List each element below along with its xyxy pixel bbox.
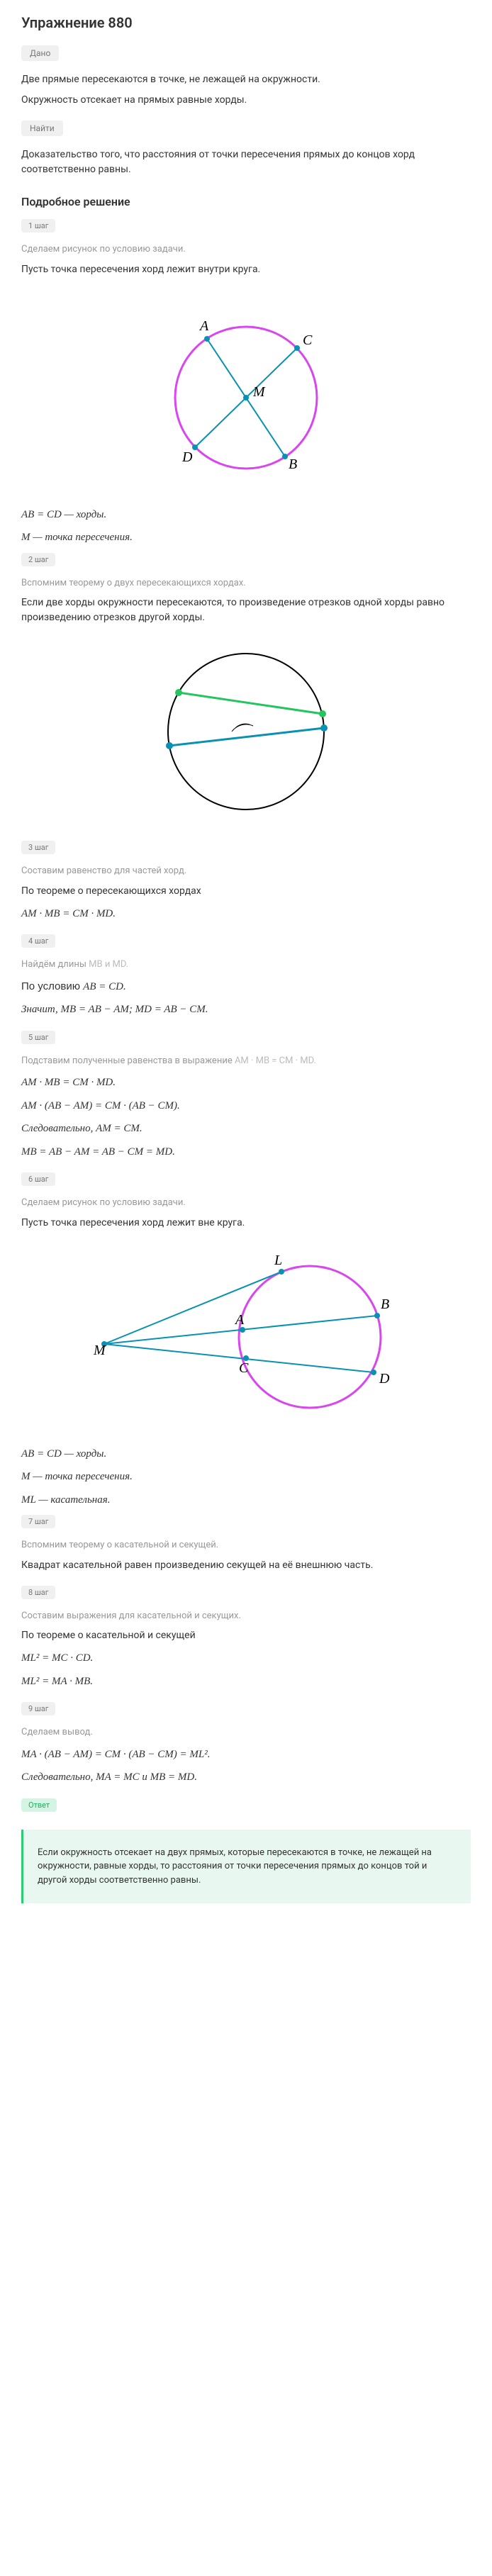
- given-badge: Дано: [21, 45, 59, 61]
- step-2: 2 шаг Вспомним теорему о двух пересекающ…: [21, 553, 471, 626]
- step-gray: Сделаем рисунок по условию задачи.: [21, 1196, 471, 1210]
- math-eq8: MA · (AB − AM) = CM · (AB − CM) = ML².: [21, 1747, 471, 1763]
- step-badge: 8 шаг: [21, 1586, 55, 1599]
- step-4: 4 шаг Найдём длины MB и MD. По условию A…: [21, 934, 471, 1018]
- step-badge: 5 шаг: [21, 1031, 55, 1044]
- find-badge: Найти: [21, 121, 63, 136]
- svg-text:D: D: [379, 1371, 390, 1387]
- step-7: 7 шаг Вспомним теорему о касательной и с…: [21, 1515, 471, 1573]
- exercise-title: Упражнение 880: [21, 14, 471, 31]
- given-section: Дано Две прямые пересекаются в точке, не…: [21, 45, 471, 108]
- step-text: По условию AB = CD.: [21, 979, 471, 995]
- find-section: Найти Доказательство того, что расстояни…: [21, 121, 471, 177]
- svg-text:D: D: [181, 449, 193, 465]
- given-line1: Две прямые пересекаются в точке, не лежа…: [21, 72, 471, 87]
- step-badge: 1 шаг: [21, 219, 55, 233]
- svg-text:B: B: [289, 457, 297, 472]
- step-1: 1 шаг Сделаем рисунок по условию задачи.…: [21, 219, 471, 277]
- math-eq6: ML² = MC · CD.: [21, 1650, 471, 1667]
- math-eq4: AM · (AB − AM) = CM · (AB − CM).: [21, 1098, 471, 1114]
- solution-title: Подробное решение: [21, 195, 471, 208]
- step-badge: 2 шаг: [21, 553, 55, 566]
- find-text: Доказательство того, что расстояния от т…: [21, 147, 471, 177]
- step-9: 9 шаг Сделаем вывод. MA · (AB − AM) = CM…: [21, 1702, 471, 1786]
- svg-text:A: A: [199, 318, 209, 334]
- step-text: Если две хорды окружности пересекаются, …: [21, 595, 471, 625]
- svg-text:L: L: [274, 1253, 282, 1268]
- step-8: 8 шаг Составим выражения для касательной…: [21, 1586, 471, 1690]
- figure-1: A C M D B: [21, 291, 471, 493]
- step-gray: Вспомним теорему о касательной и секущей…: [21, 1538, 471, 1552]
- given-line2: Окружность отсекает на прямых равные хор…: [21, 93, 471, 108]
- svg-text:A: A: [234, 1312, 245, 1328]
- step-gray: Составим равенство для частей хорд.: [21, 864, 471, 878]
- math-mpoint-2: M — точка пересечения.: [21, 1469, 471, 1485]
- step-text: Пусть точка пересечения хорд лежит вне к…: [21, 1216, 471, 1231]
- math-sled2: Следовательно, MA = MC и MB = MD.: [21, 1769, 471, 1786]
- step-text: Пусть точка пересечения хорд лежит внутр…: [21, 262, 471, 277]
- math-chords-1: AB = CD — хорды.: [21, 507, 471, 523]
- math-eq1: AM · MB = CM · MD.: [21, 906, 471, 922]
- math-eq5: MB = AB − AM = AB − CM = MD.: [21, 1144, 471, 1160]
- math-mpoint-1: M — точка пересечения.: [21, 530, 471, 546]
- math-sled1: Следовательно, AM = CM.: [21, 1121, 471, 1137]
- step-text: Квадрат касательной равен произведению с…: [21, 1558, 471, 1573]
- step-text: По теореме о пересекающихся хордах: [21, 884, 471, 899]
- step-badge: 9 шаг: [21, 1702, 55, 1715]
- svg-text:C: C: [239, 1360, 249, 1376]
- step-gray: Сделаем рисунок по условию задачи.: [21, 242, 471, 257]
- step-6: 6 шаг Сделаем рисунок по условию задачи.…: [21, 1172, 471, 1231]
- step-text: По теореме о касательной и секущей: [21, 1628, 471, 1643]
- answer-badge: Ответ: [21, 1798, 57, 1812]
- step-5: 5 шаг Подставим полученные равенства в в…: [21, 1031, 471, 1160]
- math-znach: Значит, MB = AB − AM; MD = AB − CM.: [21, 1002, 471, 1018]
- answer-text: Если окружность отсекает на двух прямых,…: [38, 1846, 457, 1888]
- figure-3: M L A B C D: [21, 1245, 471, 1432]
- math-eq3: AM · MB = CM · MD.: [21, 1075, 471, 1091]
- svg-text:M: M: [252, 384, 266, 400]
- svg-text:M: M: [93, 1343, 106, 1358]
- svg-text:B: B: [381, 1297, 389, 1312]
- step-badge: 4 шаг: [21, 934, 55, 948]
- step-badge: 7 шаг: [21, 1515, 55, 1528]
- step-gray: Вспомним теорему о двух пересекающихся х…: [21, 576, 471, 590]
- step-badge: 6 шаг: [21, 1172, 55, 1186]
- math-ml: ML — касательная.: [21, 1492, 471, 1508]
- step-gray: Подставим полученные равенства в выражен…: [21, 1054, 471, 1068]
- figure-2: [21, 639, 471, 827]
- step-3: 3 шаг Составим равенство для частей хорд…: [21, 841, 471, 922]
- step-gray: Составим выражения для касательной и сек…: [21, 1609, 471, 1623]
- step-gray: Найдём длины MB и MD.: [21, 958, 471, 972]
- step-gray: Сделаем вывод.: [21, 1725, 471, 1740]
- math-eq7: ML² = MA · MB.: [21, 1674, 471, 1690]
- math-chords-2: AB = CD — хорды.: [21, 1446, 471, 1462]
- step-badge: 3 шаг: [21, 841, 55, 854]
- svg-text:C: C: [303, 332, 313, 348]
- answer-box: Если окружность отсекает на двух прямых,…: [21, 1830, 471, 1904]
